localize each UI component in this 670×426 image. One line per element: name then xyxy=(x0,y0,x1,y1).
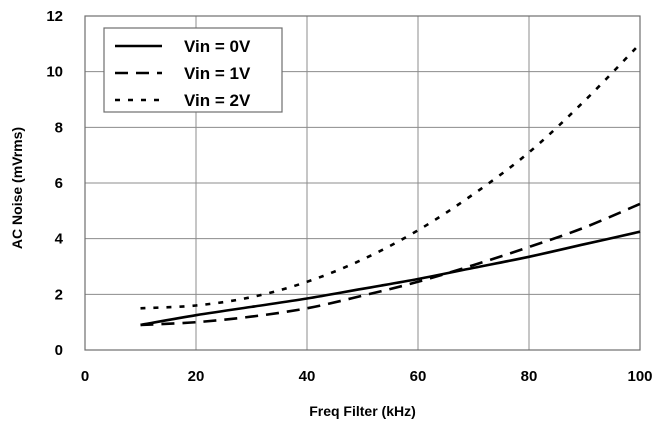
x-axis-title: Freq Filter (kHz) xyxy=(309,403,416,419)
x-tick-label: 100 xyxy=(627,368,652,385)
plot-area-frame xyxy=(84,15,641,351)
y-tick-label: 6 xyxy=(55,175,63,192)
y-tick-label: 10 xyxy=(46,64,63,81)
legend-label-vin-1v: Vin = 1V xyxy=(184,64,251,83)
series-line-2 xyxy=(140,42,641,310)
x-tick-label: 0 xyxy=(81,368,89,385)
y-tick-label: 0 xyxy=(55,342,63,359)
tick-labels: 0 20 40 60 80 100 0 2 4 6 8 10 12 xyxy=(46,8,652,385)
series-line-0 xyxy=(140,230,641,327)
y-axis-title: AC Noise (mVrms) xyxy=(9,127,25,249)
legend: Vin = 0V Vin = 1V Vin = 2V xyxy=(103,27,283,113)
x-tick-label: 20 xyxy=(188,368,205,385)
series-layer xyxy=(140,42,641,327)
legend-box xyxy=(103,27,283,113)
y-tick-label: 2 xyxy=(55,286,63,303)
grid xyxy=(85,16,640,350)
y-tick-label: 4 xyxy=(55,231,64,248)
x-tick-label: 40 xyxy=(299,368,316,385)
legend-label-vin-2v: Vin = 2V xyxy=(184,91,251,110)
x-tick-label: 80 xyxy=(521,368,538,385)
y-tick-label: 8 xyxy=(55,119,63,136)
series-line-1 xyxy=(140,202,641,327)
x-tick-label: 60 xyxy=(410,368,427,385)
legend-label-vin-0v: Vin = 0V xyxy=(184,37,251,56)
y-tick-label: 12 xyxy=(46,8,63,25)
